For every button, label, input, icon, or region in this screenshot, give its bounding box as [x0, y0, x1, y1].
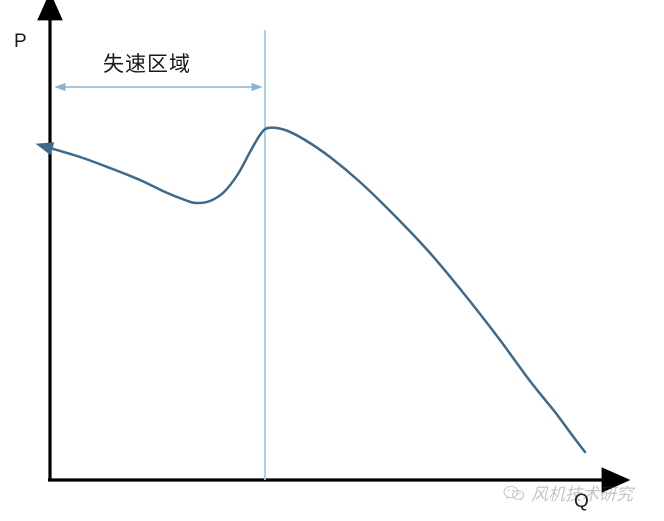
stall-region-label: 失速区域	[103, 52, 191, 76]
performance-curve	[35, 126, 587, 454]
y-axis-label: P	[14, 31, 27, 52]
x-axis-label: Q	[574, 491, 589, 512]
